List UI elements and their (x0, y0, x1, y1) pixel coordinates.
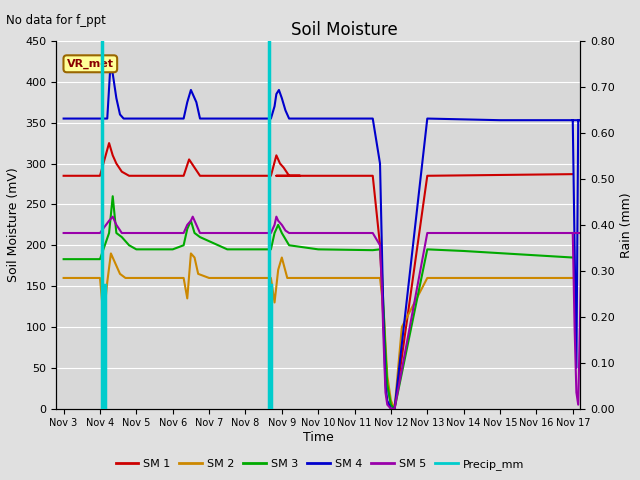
Text: No data for f_ppt: No data for f_ppt (6, 14, 106, 27)
Y-axis label: Rain (mm): Rain (mm) (620, 192, 633, 258)
X-axis label: Time: Time (303, 431, 333, 444)
Title: Soil Moisture: Soil Moisture (291, 21, 397, 39)
Legend: SM 1, SM 2, SM 3, SM 4, SM 5, Precip_mm: SM 1, SM 2, SM 3, SM 4, SM 5, Precip_mm (111, 455, 529, 474)
Text: VR_met: VR_met (67, 59, 114, 69)
Y-axis label: Soil Moisture (mV): Soil Moisture (mV) (7, 168, 20, 282)
